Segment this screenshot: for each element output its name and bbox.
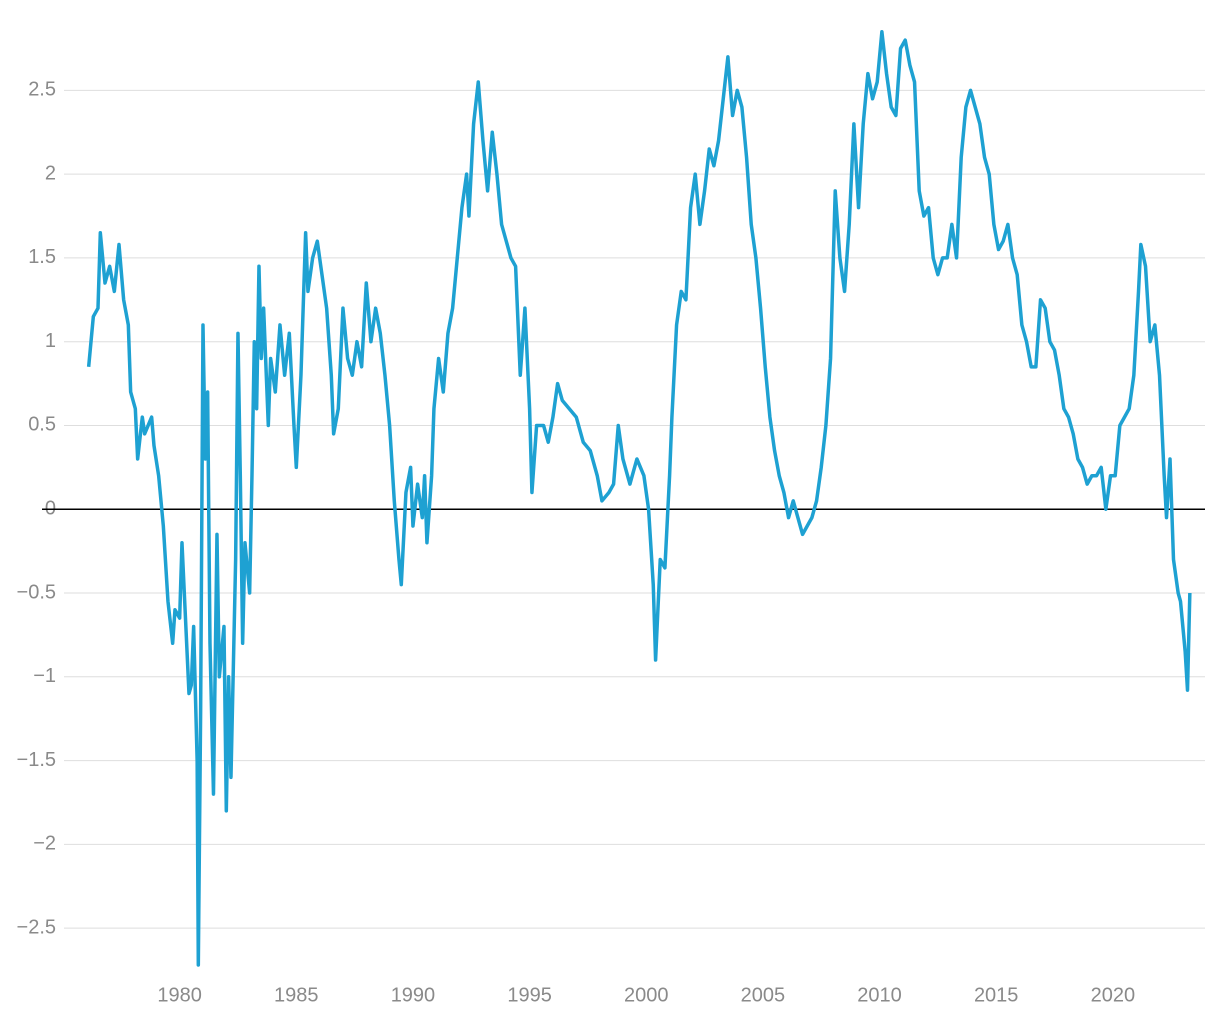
- x-tick-label: 1990: [391, 984, 436, 1006]
- x-tick-label: 1985: [274, 984, 319, 1006]
- x-tick-label: 1995: [507, 984, 552, 1006]
- y-tick-label: −2: [33, 833, 56, 855]
- x-tick-label: 2005: [741, 984, 786, 1006]
- x-tick-label: 2020: [1091, 984, 1136, 1006]
- x-tick-label: 1980: [157, 984, 202, 1006]
- line-series: [86, 29, 1192, 967]
- y-tick-label: 1: [45, 330, 56, 352]
- y-tick-label: −1: [33, 665, 56, 687]
- y-tick-label: 2.5: [28, 79, 56, 101]
- y-tick-label: −2.5: [17, 916, 56, 938]
- y-tick-label: −1.5: [17, 749, 56, 771]
- x-tick-label: 2010: [857, 984, 902, 1006]
- y-tick-label: 1.5: [28, 246, 56, 268]
- y-tick-label: 2: [45, 162, 56, 184]
- y-tick-label: 0.5: [28, 414, 56, 436]
- y-tick-label: −0.5: [17, 581, 56, 603]
- x-tick-label: 2015: [974, 984, 1019, 1006]
- x-tick-label: 2000: [624, 984, 669, 1006]
